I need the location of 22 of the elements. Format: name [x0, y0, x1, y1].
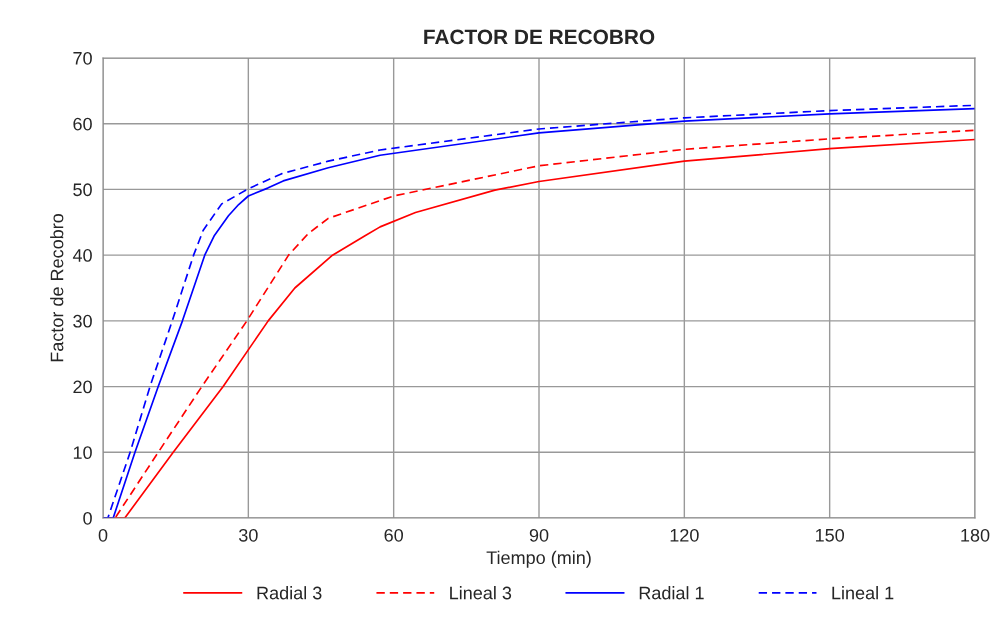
- y-tick-label: 0: [83, 511, 92, 525]
- legend-label: Radial 3: [257, 586, 322, 600]
- y-tick-label: 10: [73, 446, 92, 460]
- legend-label: Lineal 3: [450, 586, 512, 600]
- y-tick-label: 20: [73, 380, 92, 394]
- y-tick-label: 60: [73, 117, 92, 131]
- x-tick-label: 30: [238, 528, 258, 542]
- x-tick-label: 150: [815, 528, 845, 542]
- legend-label: Radial 1: [639, 586, 704, 600]
- legend-label: Lineal 1: [832, 586, 894, 600]
- y-tick-label: 50: [73, 183, 92, 197]
- x-tick-label: 120: [670, 528, 699, 542]
- x-tick-label: 0: [98, 528, 108, 542]
- x-tick-label: 60: [384, 528, 403, 542]
- y-tick-label: 30: [73, 314, 92, 328]
- y-tick-label: 70: [73, 51, 92, 65]
- x-tick-label: 90: [529, 528, 549, 542]
- chart-title: FACTOR DE RECOBRO: [424, 29, 655, 45]
- y-tick-label: 40: [72, 249, 92, 262]
- y-axis-title: Factor de Recobro: [50, 213, 64, 362]
- x-axis-title: Tiempo (min): [486, 550, 591, 568]
- x-tick-label: 180: [961, 528, 990, 542]
